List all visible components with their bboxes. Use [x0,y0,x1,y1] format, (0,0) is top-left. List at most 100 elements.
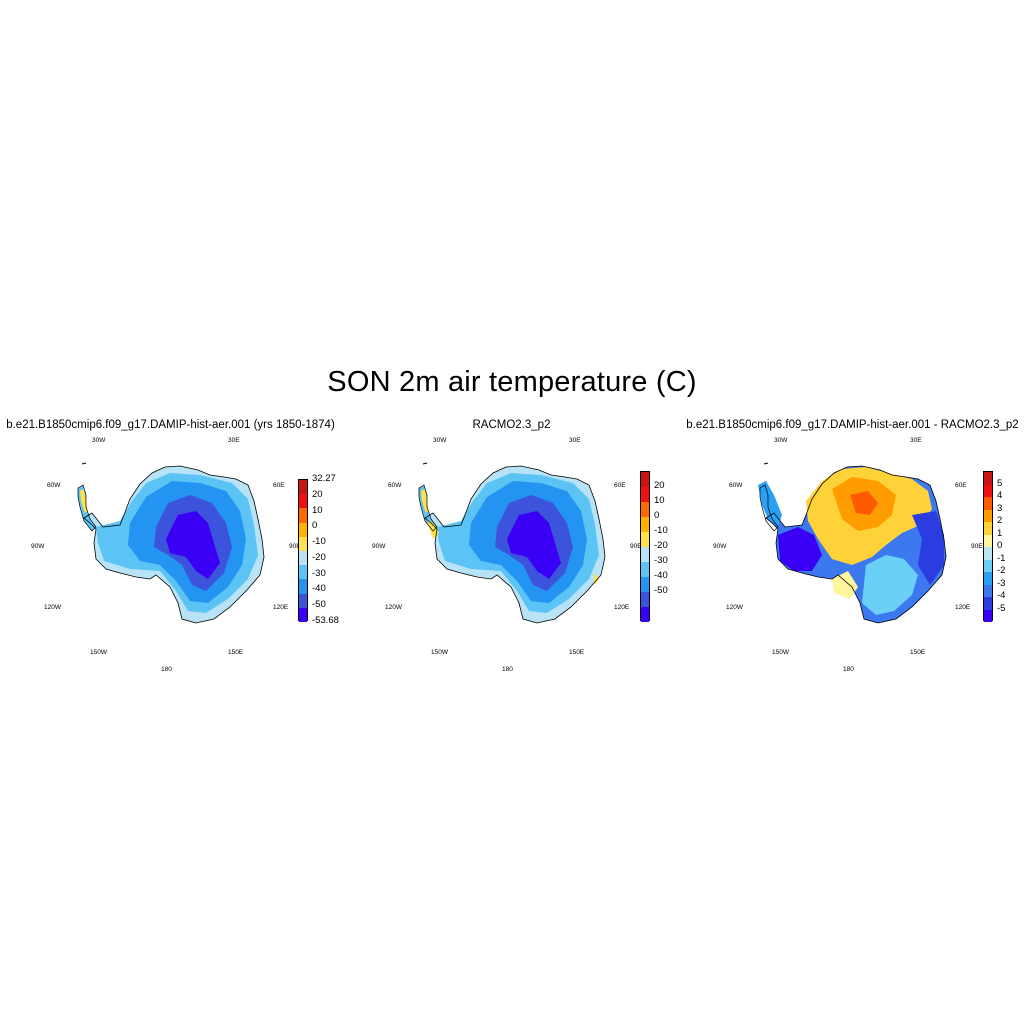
lon-label-120w: 120W [44,604,61,611]
positive-difference-field [832,571,858,599]
small-difference-field [862,555,918,615]
positive-difference-field [850,491,878,515]
lon-label-180: 180 [161,666,172,673]
colorbar-swatch [641,472,649,487]
panel-title: RACMO2.3_p2 [472,419,551,431]
coastline [422,462,428,465]
lon-label-150w: 150W [772,649,789,656]
lon-label-30w: 30W [92,437,106,444]
colorbar-swatch [299,480,307,495]
colorbar-tick-label: 10 [312,504,323,516]
map-panel-model: b.e21.B1850cmip6.f09_g17.DAMIP-hist-aer.… [0,415,341,685]
colorbar-tick-label: 10 [654,495,665,506]
colorbar-tick-label: 20 [654,480,665,491]
colorbar-swatch [299,522,307,537]
colorbar-swatch [984,597,992,610]
colorbar-tick-label: -53.68 [312,615,339,626]
colorbar-tick-label: -20 [312,551,326,563]
colorbar-tick-label: -50 [654,585,668,596]
antarctica-map [418,462,606,624]
lon-label-150e: 150E [569,649,585,656]
colorbar-swatch [641,577,649,592]
colorbar-swatch [641,502,649,517]
panel-title: b.e21.B1850cmip6.f09_g17.DAMIP-hist-aer.… [686,419,1019,431]
colorbar-tick-label: 32.27 [312,473,336,484]
colorbar-tick-label: -30 [312,567,326,579]
colorbar-swatch [984,572,992,585]
colorbar-tick-label: -10 [312,536,326,548]
colorbar-swatches [298,479,308,622]
lon-label-60w: 60W [388,482,402,489]
colorbar-tick-label: -40 [312,583,326,595]
coastline [424,465,606,624]
colorbar-swatch [299,494,307,509]
colorbar-swatch [641,517,649,532]
coastline [81,462,87,465]
colorbar-tick-label: 0 [997,540,1003,551]
map-field [418,462,606,624]
map-field [758,462,947,624]
colorbar-swatch [984,472,992,485]
colorbar-swatch [641,562,649,577]
lon-label-60e: 60E [614,482,626,489]
lon-label-120e: 120E [614,604,630,611]
colorbar-swatch [641,487,649,502]
colorbar-swatch [984,522,992,535]
lon-label-180: 180 [843,666,854,673]
colorbar-swatch [984,609,992,622]
lon-label-60w: 60W [729,482,743,489]
lon-label-90w: 90W [713,543,727,550]
coastline [418,484,438,532]
colorbar-tick-label: 2 [997,515,1003,526]
lon-label-90e: 90E [971,543,983,550]
lon-label-120w: 120W [726,604,743,611]
colorbar-swatch [984,534,992,547]
lon-label-60e: 60E [955,482,967,489]
colorbar-tick-label: -50 [312,599,326,611]
colorbar-tick-label: 20 [312,488,323,500]
lon-label-150w: 150W [90,649,107,656]
colorbar-tick-label: -30 [654,555,668,566]
lon-label-150e: 150E [910,649,926,656]
figure-title: SON 2m air temperature (C) [327,366,697,398]
lon-label-30w: 30W [433,437,447,444]
lon-label-30w: 30W [774,437,788,444]
colorbar-tick-label: 3 [997,502,1003,514]
colorbar-swatch [641,607,649,622]
interior-field [507,511,561,579]
coastline [83,465,265,624]
colorbar-swatches [983,471,993,622]
colorbar-tick-label: -5 [997,602,1006,614]
lon-label-60e: 60E [273,482,285,489]
colorbar-tick-label: -3 [997,577,1006,589]
colorbar-tick-label: -1 [997,552,1006,564]
panel-title: b.e21.B1850cmip6.f09_g17.DAMIP-hist-aer.… [6,419,335,431]
coastline [765,465,947,624]
colorbar-tick-label: -20 [654,540,668,551]
colorbar-tick-label: -40 [654,570,668,581]
colorbar-swatches [640,471,650,622]
coastline [763,462,769,465]
colorbar-swatch [299,579,307,594]
colorbar-tick-label: 1 [997,527,1003,539]
lon-label-60w: 60W [47,482,61,489]
colorbar-tick-label: -4 [997,590,1006,601]
colorbar-swatch [641,547,649,562]
negative-difference-field [912,511,944,585]
antarctica-map [758,462,947,624]
colorbar-swatch [641,532,649,547]
colorbar-swatch [299,508,307,523]
lon-label-150e: 150E [228,649,244,656]
colorbar-tick-label: -2 [997,565,1006,576]
colorbar-swatch [984,559,992,572]
colorbar-swatch [299,551,307,566]
interior-field [166,511,220,579]
colorbar-swatch [984,547,992,560]
colorbar-swatch [641,592,649,607]
lon-label-30e: 30E [228,437,240,444]
colorbar-swatch [984,584,992,597]
antarctica-map [77,462,265,624]
lon-label-30e: 30E [910,437,922,444]
colorbar-swatch [299,565,307,580]
lon-label-150w: 150W [431,649,448,656]
